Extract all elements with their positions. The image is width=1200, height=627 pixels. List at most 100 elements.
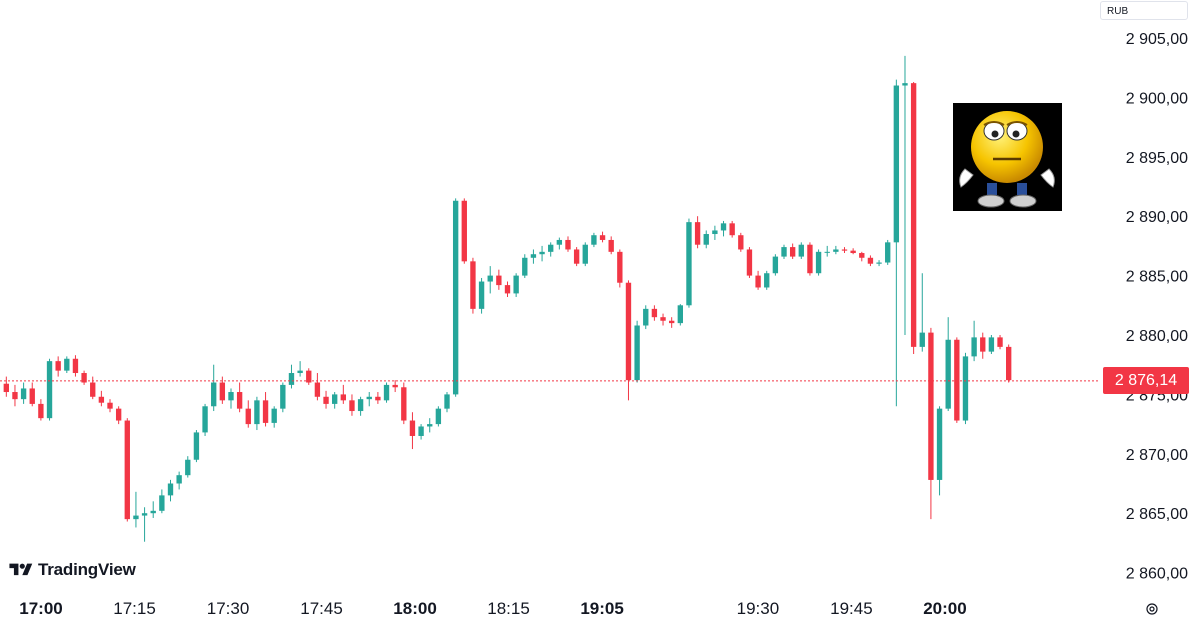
candle[interactable] — [167, 483, 174, 496]
candle[interactable] — [720, 223, 727, 231]
candle[interactable] — [487, 275, 493, 282]
candle[interactable] — [375, 396, 381, 401]
candle[interactable] — [323, 396, 329, 404]
candle[interactable] — [867, 257, 874, 264]
candle[interactable] — [29, 388, 35, 404]
candle[interactable] — [651, 308, 658, 318]
candle[interactable] — [55, 361, 61, 371]
candle[interactable] — [306, 370, 312, 383]
candle[interactable] — [859, 253, 865, 258]
candle[interactable] — [64, 358, 70, 371]
candle[interactable] — [539, 251, 545, 255]
candle[interactable] — [470, 261, 476, 309]
candle[interactable] — [746, 249, 753, 276]
candle[interactable] — [124, 420, 130, 520]
candle[interactable] — [401, 387, 407, 421]
candle[interactable] — [3, 383, 9, 393]
candle[interactable] — [314, 382, 321, 397]
candle[interactable] — [694, 222, 701, 245]
candle[interactable] — [219, 382, 226, 401]
candle[interactable] — [677, 305, 683, 324]
candle[interactable] — [919, 332, 925, 347]
candle[interactable] — [271, 408, 277, 423]
candle[interactable] — [98, 396, 105, 403]
candle[interactable] — [435, 408, 442, 425]
candle[interactable] — [392, 384, 398, 388]
candle[interactable] — [617, 251, 623, 283]
candle[interactable] — [530, 254, 537, 258]
time-axis[interactable]: 17:00 17:15 17:30 17:45 18:00 18:15 19:05 19:30… — [19, 599, 966, 618]
candle[interactable] — [297, 370, 303, 374]
candle[interactable] — [712, 230, 718, 235]
settings-gear-icon[interactable] — [1144, 601, 1160, 617]
candle[interactable] — [703, 234, 709, 245]
candle[interactable] — [893, 85, 900, 243]
candle[interactable] — [885, 242, 891, 263]
price-axis[interactable]: 2 905,00 2 900,00 2 895,00 2 890,00 2 885,00… — [1126, 31, 1188, 583]
candle[interactable] — [150, 510, 156, 514]
candle[interactable] — [211, 382, 217, 407]
candle[interactable] — [72, 358, 79, 374]
candle[interactable] — [46, 361, 53, 419]
candle[interactable] — [478, 281, 485, 309]
candle[interactable] — [573, 249, 580, 264]
candle[interactable] — [418, 426, 424, 436]
candle[interactable] — [193, 432, 200, 460]
candle[interactable] — [936, 408, 943, 480]
candle[interactable] — [565, 239, 571, 250]
candle[interactable] — [997, 337, 1003, 347]
candle[interactable] — [634, 325, 640, 381]
candle[interactable] — [962, 356, 969, 421]
candle[interactable] — [340, 394, 346, 401]
candle[interactable] — [910, 83, 917, 347]
candle[interactable] — [798, 244, 804, 257]
candle[interactable] — [971, 337, 977, 357]
candle[interactable] — [591, 235, 597, 245]
candle[interactable] — [176, 475, 182, 484]
candle[interactable] — [107, 402, 113, 409]
candle[interactable] — [789, 247, 796, 257]
candle[interactable] — [660, 317, 666, 321]
candle[interactable] — [556, 239, 563, 245]
candle[interactable] — [20, 388, 27, 400]
candle[interactable] — [513, 275, 519, 294]
candle[interactable] — [228, 392, 234, 401]
candle[interactable] — [383, 384, 390, 401]
candle[interactable] — [496, 275, 502, 286]
candle[interactable] — [686, 222, 692, 306]
candle[interactable] — [772, 256, 779, 274]
candle[interactable] — [841, 249, 848, 251]
candle[interactable] — [738, 235, 744, 250]
candle[interactable] — [876, 262, 882, 264]
candle[interactable] — [288, 373, 295, 385]
candle[interactable] — [12, 392, 18, 400]
candle[interactable] — [409, 420, 416, 436]
candle[interactable] — [185, 459, 191, 476]
candle[interactable] — [729, 223, 735, 236]
candle[interactable] — [954, 339, 960, 421]
candle[interactable] — [245, 408, 251, 425]
candle[interactable] — [988, 337, 995, 352]
candle[interactable] — [280, 384, 286, 409]
candle[interactable] — [807, 244, 813, 274]
candle[interactable] — [815, 251, 822, 274]
candle[interactable] — [522, 257, 528, 276]
candle[interactable] — [1006, 346, 1012, 381]
candle[interactable] — [254, 400, 260, 425]
candle[interactable] — [833, 249, 839, 252]
candle[interactable] — [452, 200, 459, 395]
candle[interactable] — [236, 392, 243, 409]
candle[interactable] — [625, 282, 632, 381]
candle[interactable] — [755, 275, 761, 288]
candle[interactable] — [38, 403, 44, 419]
candle[interactable] — [366, 396, 372, 400]
candle[interactable] — [928, 332, 934, 480]
candle[interactable] — [850, 250, 856, 254]
candle[interactable] — [643, 308, 649, 326]
candle[interactable] — [332, 394, 338, 404]
candle[interactable] — [548, 244, 554, 252]
candle[interactable] — [81, 373, 87, 383]
candle[interactable] — [504, 285, 511, 294]
candle[interactable] — [781, 247, 787, 257]
